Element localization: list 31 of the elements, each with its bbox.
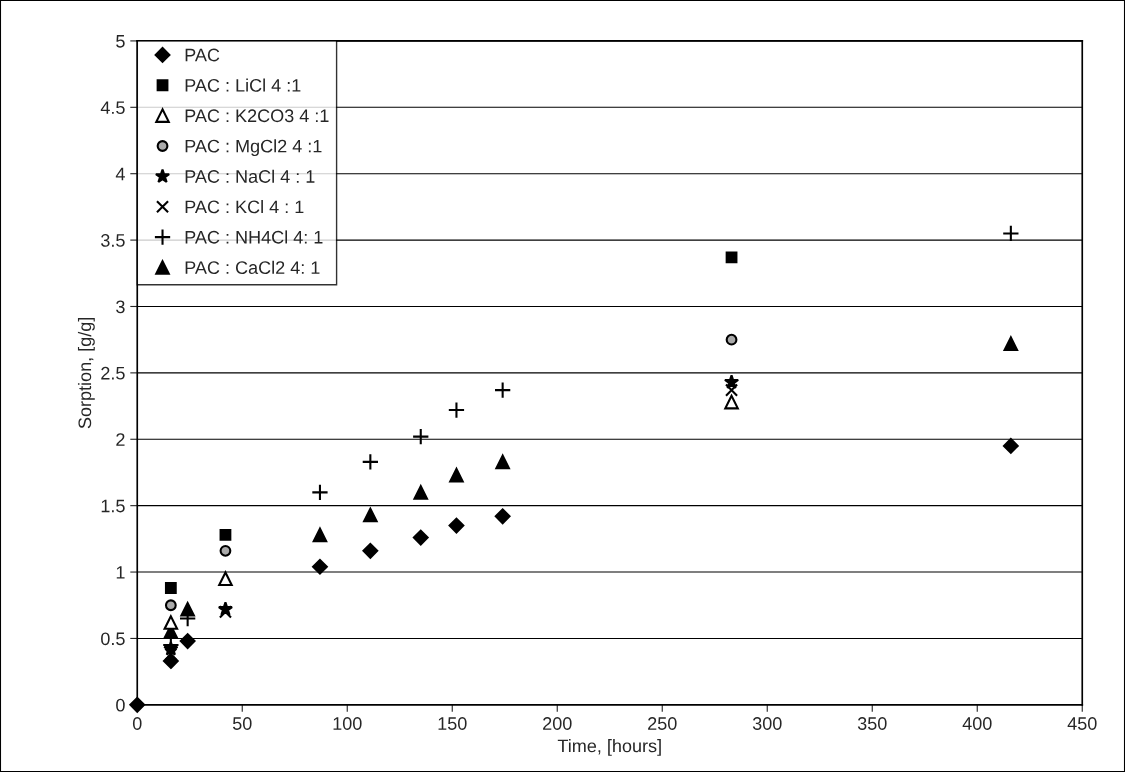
legend-label: PAC : MgCl2 4 :1 [185, 139, 322, 157]
y-axis-title: Sorption, [g/g] [77, 317, 95, 429]
x-tick-label: 400 [962, 717, 992, 730]
x-axis-title: Time, [hours] [557, 739, 661, 756]
y-tick-label: 3.5 [101, 234, 125, 247]
x-tick-label: 100 [333, 717, 362, 730]
legend-label: PAC : CaCl2 4: 1 [185, 260, 320, 275]
legend-label: PAC : NH4Cl 4: 1 [185, 230, 323, 244]
x-tick-label: 50 [232, 717, 252, 730]
y-tick-label: 0 [116, 698, 125, 712]
y-tick-label: 2 [116, 433, 125, 446]
y-tick-label: 1 [116, 566, 125, 579]
legend-label: PAC : KCl 4 : 1 [185, 200, 304, 214]
y-tick-label: 4 [115, 167, 125, 181]
y-tick-label: 4.5 [100, 101, 125, 115]
x-tick-label: 250 [648, 717, 677, 730]
y-tick-label: 2.5 [101, 366, 125, 380]
x-tick-label: 150 [438, 717, 467, 730]
legend-label: PAC [185, 48, 220, 62]
x-tick-label: 450 [1067, 717, 1097, 730]
legend-label: PAC : NaCl 4 : 1 [185, 169, 315, 183]
legend-label: PAC : K2CO3 4 :1 [185, 109, 329, 123]
y-tick-label: 3 [116, 300, 125, 314]
x-tick-label: 0 [132, 717, 142, 730]
x-tick-label: 300 [752, 717, 782, 730]
y-tick-label: 0.5 [101, 632, 125, 646]
y-tick-label: 5 [116, 35, 125, 48]
legend-label: PAC : LiCl 4 :1 [185, 78, 301, 92]
x-tick-label: 350 [857, 717, 887, 730]
y-tick-label: 1.5 [101, 499, 125, 513]
x-tick-label: 200 [543, 717, 572, 730]
